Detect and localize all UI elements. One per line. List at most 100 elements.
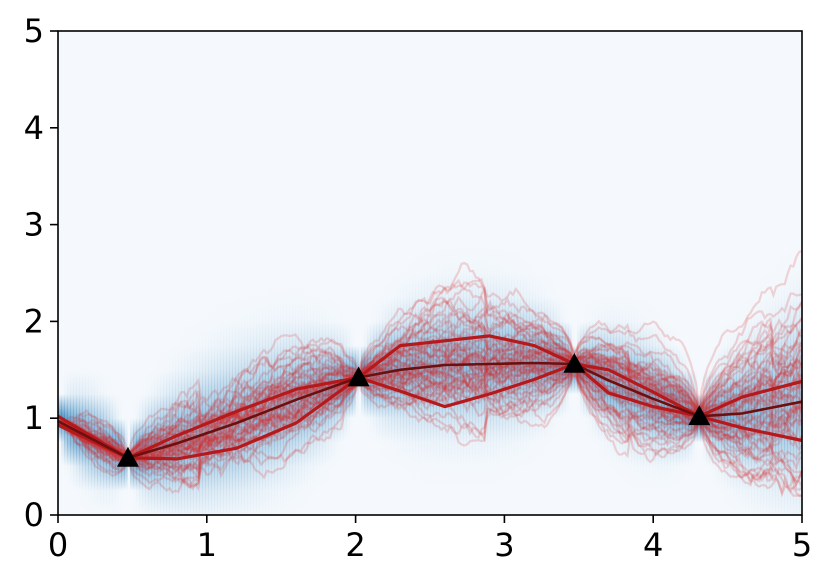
density-strip bbox=[313, 31, 317, 515]
density-strip bbox=[328, 31, 332, 515]
density-strip bbox=[64, 31, 68, 515]
density-strip bbox=[685, 31, 689, 515]
density-strip bbox=[469, 31, 473, 515]
density-strip bbox=[505, 31, 509, 515]
density-strip bbox=[277, 31, 281, 515]
density-strip bbox=[571, 31, 575, 515]
density-strip bbox=[61, 31, 65, 515]
density-strip bbox=[601, 31, 605, 515]
density-strip bbox=[652, 31, 656, 515]
density-strip bbox=[352, 31, 356, 515]
density-strip bbox=[547, 31, 551, 515]
density-strip bbox=[247, 31, 251, 515]
sample-path bbox=[57, 339, 803, 462]
density-strip bbox=[769, 31, 773, 515]
density-strip bbox=[517, 31, 521, 515]
density-strip bbox=[175, 31, 179, 515]
density-strip bbox=[796, 31, 800, 515]
sample-path bbox=[57, 361, 803, 459]
density-strip bbox=[586, 31, 590, 515]
density-strip bbox=[235, 31, 239, 515]
density-strip bbox=[403, 31, 407, 515]
density-strip bbox=[91, 31, 95, 515]
density-strip bbox=[799, 31, 803, 515]
sample-path bbox=[57, 348, 803, 491]
density-strip bbox=[772, 31, 776, 515]
density-strip bbox=[388, 31, 392, 515]
density-strip bbox=[94, 31, 98, 515]
density-strip bbox=[598, 31, 602, 515]
sample-path bbox=[57, 321, 803, 466]
density-strip bbox=[385, 31, 389, 515]
sample-path bbox=[57, 305, 803, 460]
sample-path bbox=[57, 330, 803, 479]
density-strip bbox=[355, 31, 359, 515]
density-strip bbox=[169, 31, 173, 515]
sample-path bbox=[57, 367, 803, 491]
density-strip bbox=[409, 31, 413, 515]
density-strip bbox=[661, 31, 665, 515]
density-strip bbox=[757, 31, 761, 515]
density-strip bbox=[766, 31, 770, 515]
y-tick-label: 1 bbox=[24, 399, 44, 437]
density-strip bbox=[502, 31, 506, 515]
density-strip bbox=[319, 31, 323, 515]
density-strip bbox=[271, 31, 275, 515]
density-strip bbox=[649, 31, 653, 515]
density-strip bbox=[241, 31, 245, 515]
density-strip bbox=[592, 31, 596, 515]
sample-path bbox=[57, 357, 803, 457]
density-strip bbox=[481, 31, 485, 515]
density-strip bbox=[199, 31, 203, 515]
density-strip bbox=[634, 31, 638, 515]
median-line bbox=[57, 361, 803, 460]
sample-path bbox=[57, 348, 803, 471]
density-strip bbox=[124, 31, 128, 515]
density-strip bbox=[322, 31, 326, 515]
density-strip bbox=[406, 31, 410, 515]
density-strip bbox=[760, 31, 764, 515]
density-strip bbox=[73, 31, 77, 515]
density-strip bbox=[343, 31, 347, 515]
density-strip bbox=[721, 31, 725, 515]
density-strip bbox=[262, 31, 266, 515]
density-strip bbox=[754, 31, 758, 515]
density-strip bbox=[214, 31, 218, 515]
density-strip bbox=[127, 31, 131, 515]
sample-path bbox=[57, 278, 803, 455]
sample-path bbox=[57, 374, 804, 498]
x-tick-label: 0 bbox=[48, 526, 68, 564]
density-strip bbox=[430, 31, 434, 515]
density-strip bbox=[691, 31, 695, 515]
x-tick-label: 4 bbox=[643, 526, 663, 564]
density-strip bbox=[439, 31, 443, 515]
density-strip bbox=[511, 31, 515, 515]
sample-path bbox=[57, 285, 803, 458]
density-strip bbox=[304, 31, 308, 515]
density-strip bbox=[700, 31, 704, 515]
density-strip bbox=[307, 31, 311, 515]
density-strip bbox=[316, 31, 320, 515]
density-strip bbox=[412, 31, 416, 515]
density-strip bbox=[424, 31, 428, 515]
density-strip bbox=[283, 31, 287, 515]
density-strip bbox=[457, 31, 461, 515]
y-axis: 0 1 2 3 4 5 bbox=[24, 12, 58, 534]
density-strip bbox=[229, 31, 233, 515]
density-strip bbox=[664, 31, 668, 515]
density-strip bbox=[301, 31, 305, 515]
density-strip bbox=[550, 31, 554, 515]
sample-path bbox=[57, 351, 803, 462]
density-strip bbox=[607, 31, 611, 515]
density-strip bbox=[622, 31, 626, 515]
density-strip bbox=[112, 31, 116, 515]
density-strip bbox=[643, 31, 647, 515]
density-strip bbox=[712, 31, 716, 515]
density-strip bbox=[373, 31, 377, 515]
density-strip bbox=[244, 31, 248, 515]
density-strip bbox=[688, 31, 692, 515]
density-strip bbox=[142, 31, 146, 515]
density-strip bbox=[451, 31, 455, 515]
density-strip bbox=[115, 31, 119, 515]
